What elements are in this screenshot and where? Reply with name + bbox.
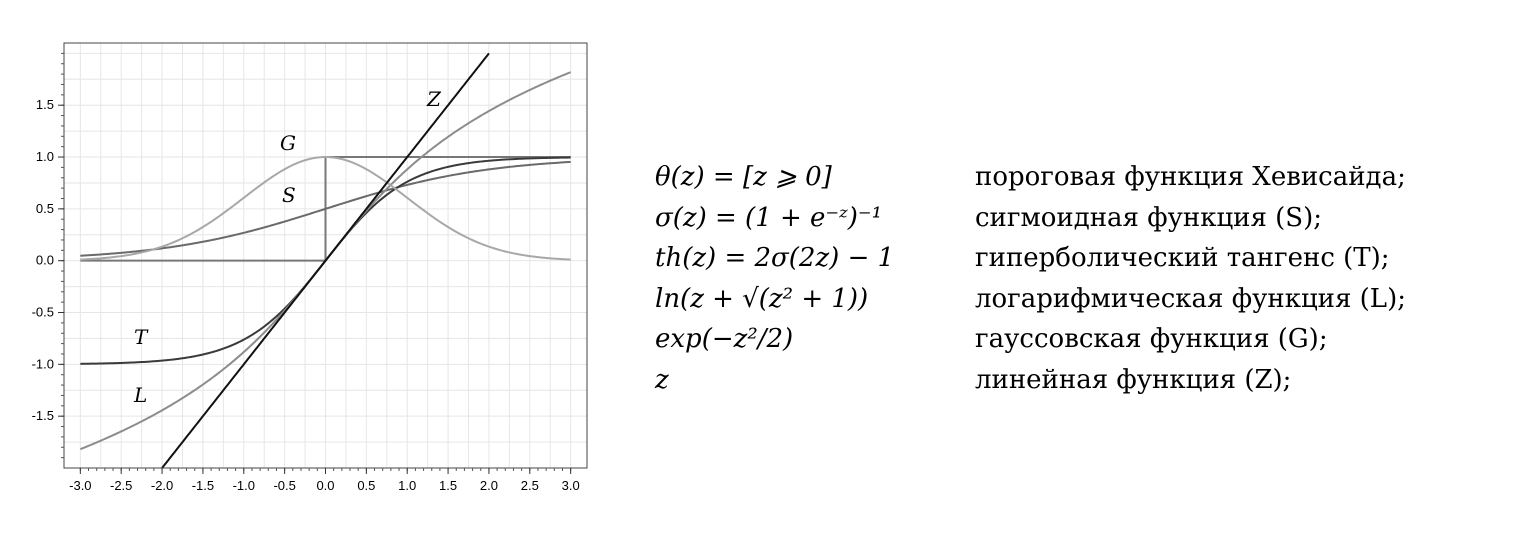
y-tick-label: -0.5	[32, 305, 54, 320]
x-tick-label: 0.5	[357, 478, 375, 493]
y-tick-label: 0.0	[36, 253, 54, 268]
x-tick-label: 1.5	[439, 478, 457, 493]
y-tick-label: 1.0	[36, 149, 54, 164]
curve-label-T: T	[134, 325, 149, 349]
curve-label-L: L	[133, 383, 147, 407]
series-line-gaussian	[80, 156, 571, 261]
y-tick-label: 1.5	[36, 97, 54, 112]
curve-labels: G S Z T L	[133, 87, 442, 407]
formula-description: логарифмическая функция (L);	[975, 283, 1406, 314]
y-tick-label: 0.5	[36, 201, 54, 216]
x-tick-label: 3.0	[562, 478, 580, 493]
curve-label-Z: Z	[426, 87, 442, 111]
formula-description: сигмоидная функция (S);	[975, 202, 1323, 233]
x-tick-label: 1.0	[398, 478, 416, 493]
formula-log: ln(z + √(z² + 1))	[655, 283, 869, 314]
formula-tanh: th(z) = 2σ(2z) − 1	[655, 243, 895, 273]
formula-description: гиперболический тангенс (T);	[975, 243, 1390, 273]
x-tick-label: -2.5	[110, 478, 132, 493]
series-line-sigmoid	[80, 160, 571, 257]
formula-description: пороговая функция Хевисайда;	[975, 162, 1406, 192]
y-tick-label: -1.5	[32, 408, 54, 423]
axis-ticks: -3.0 -2.5 -2.0 -1.5 -1.0 -0.5 0.0 0.5 1.0 1.5 2.0 2…	[32, 52, 580, 493]
formula-description: гауссовская функция (G);	[975, 324, 1328, 354]
x-tick-label: -1.0	[233, 478, 255, 493]
curves	[79, 52, 572, 469]
series-line-linear	[161, 52, 490, 469]
x-tick-label: 2.5	[521, 478, 539, 493]
x-tick-label: -1.5	[192, 478, 214, 493]
formula-linear: z	[655, 364, 669, 395]
x-tick-label: -0.5	[273, 478, 295, 493]
y-tick-label: -1.0	[32, 356, 54, 371]
curve-label-G: G	[280, 131, 296, 155]
formula-sigmoid: σ(z) = (1 + e⁻ᶻ)⁻¹	[655, 202, 883, 233]
formula-heaviside: θ(z) = [z ⩾ 0]	[655, 162, 832, 192]
x-tick-label: 2.0	[480, 478, 498, 493]
x-tick-label: -3.0	[69, 478, 91, 493]
activation-functions-chart: -3.0 -2.5 -2.0 -1.5 -1.0 -0.5 0.0 0.5 1.0 1.5 2.0 2…	[32, 42, 588, 493]
formula-description: линейная функция (Z);	[975, 364, 1292, 395]
x-tick-label: 0.0	[316, 478, 334, 493]
formula-gaussian: exp(−z²/2)	[655, 324, 794, 354]
x-tick-label: -2.0	[151, 478, 173, 493]
curve-label-S: S	[282, 183, 296, 207]
